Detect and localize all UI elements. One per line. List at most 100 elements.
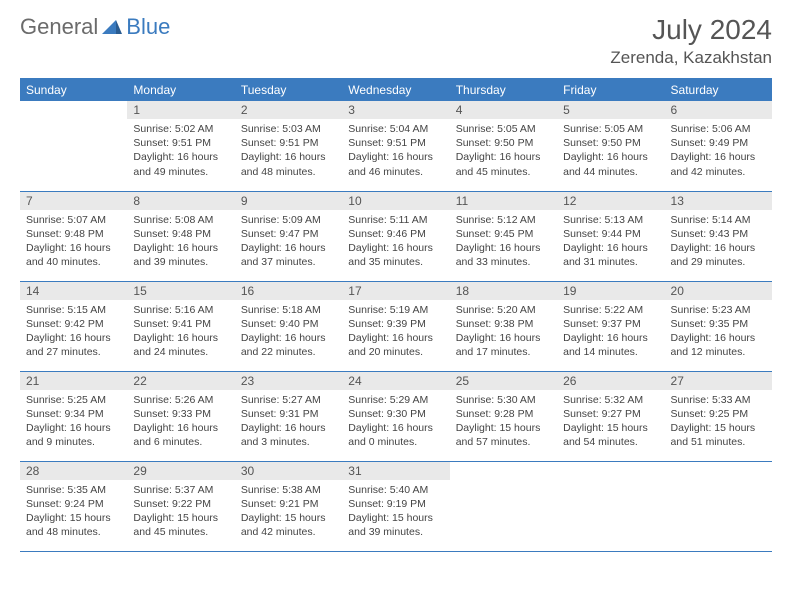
daylight-text-1: Daylight: 16 hours — [241, 150, 336, 164]
day-content: Sunrise: 5:05 AMSunset: 9:50 PMDaylight:… — [450, 119, 557, 184]
daylight-text-1: Daylight: 16 hours — [456, 150, 551, 164]
sunrise-text: Sunrise: 5:20 AM — [456, 303, 551, 317]
sunrise-text: Sunrise: 5:03 AM — [241, 122, 336, 136]
daylight-text-2: and 49 minutes. — [133, 165, 228, 179]
day-number: 30 — [235, 462, 342, 480]
calendar-table: SundayMondayTuesdayWednesdayThursdayFrid… — [20, 78, 772, 552]
sunset-text: Sunset: 9:49 PM — [671, 136, 766, 150]
day-content: Sunrise: 5:25 AMSunset: 9:34 PMDaylight:… — [20, 390, 127, 455]
day-content: Sunrise: 5:02 AMSunset: 9:51 PMDaylight:… — [127, 119, 234, 184]
daylight-text-2: and 3 minutes. — [241, 435, 336, 449]
day-number: 7 — [20, 192, 127, 210]
daylight-text-1: Daylight: 15 hours — [26, 511, 121, 525]
sunrise-text: Sunrise: 5:35 AM — [26, 483, 121, 497]
day-content: Sunrise: 5:11 AMSunset: 9:46 PMDaylight:… — [342, 210, 449, 275]
daylight-text-2: and 40 minutes. — [26, 255, 121, 269]
calendar-day-cell: 28Sunrise: 5:35 AMSunset: 9:24 PMDayligh… — [20, 461, 127, 551]
daylight-text-2: and 35 minutes. — [348, 255, 443, 269]
daylight-text-2: and 29 minutes. — [671, 255, 766, 269]
calendar-day-cell: 16Sunrise: 5:18 AMSunset: 9:40 PMDayligh… — [235, 281, 342, 371]
daylight-text-1: Daylight: 16 hours — [133, 150, 228, 164]
calendar-week-row: 28Sunrise: 5:35 AMSunset: 9:24 PMDayligh… — [20, 461, 772, 551]
weekday-header: Wednesday — [342, 79, 449, 102]
daylight-text-2: and 51 minutes. — [671, 435, 766, 449]
logo-text-general: General — [20, 14, 98, 40]
sunrise-text: Sunrise: 5:22 AM — [563, 303, 658, 317]
daylight-text-2: and 6 minutes. — [133, 435, 228, 449]
calendar-day-cell: 20Sunrise: 5:23 AMSunset: 9:35 PMDayligh… — [665, 281, 772, 371]
calendar-day-cell: 14Sunrise: 5:15 AMSunset: 9:42 PMDayligh… — [20, 281, 127, 371]
sunrise-text: Sunrise: 5:30 AM — [456, 393, 551, 407]
daylight-text-1: Daylight: 16 hours — [133, 421, 228, 435]
daylight-text-1: Daylight: 16 hours — [348, 331, 443, 345]
day-number: 20 — [665, 282, 772, 300]
month-title: July 2024 — [610, 14, 772, 46]
sunrise-text: Sunrise: 5:13 AM — [563, 213, 658, 227]
sunset-text: Sunset: 9:51 PM — [348, 136, 443, 150]
calendar-day-cell: 4Sunrise: 5:05 AMSunset: 9:50 PMDaylight… — [450, 101, 557, 191]
daylight-text-1: Daylight: 15 hours — [671, 421, 766, 435]
day-content: Sunrise: 5:07 AMSunset: 9:48 PMDaylight:… — [20, 210, 127, 275]
calendar-day-cell: 22Sunrise: 5:26 AMSunset: 9:33 PMDayligh… — [127, 371, 234, 461]
sunrise-text: Sunrise: 5:07 AM — [26, 213, 121, 227]
calendar-day-cell: 9Sunrise: 5:09 AMSunset: 9:47 PMDaylight… — [235, 191, 342, 281]
daylight-text-2: and 9 minutes. — [26, 435, 121, 449]
day-number: 8 — [127, 192, 234, 210]
daylight-text-1: Daylight: 16 hours — [241, 421, 336, 435]
day-content: Sunrise: 5:38 AMSunset: 9:21 PMDaylight:… — [235, 480, 342, 545]
day-number: 11 — [450, 192, 557, 210]
day-number: 21 — [20, 372, 127, 390]
day-content: Sunrise: 5:30 AMSunset: 9:28 PMDaylight:… — [450, 390, 557, 455]
daylight-text-2: and 42 minutes. — [241, 525, 336, 539]
calendar-day-cell — [665, 461, 772, 551]
sunrise-text: Sunrise: 5:08 AM — [133, 213, 228, 227]
daylight-text-1: Daylight: 15 hours — [133, 511, 228, 525]
sunrise-text: Sunrise: 5:18 AM — [241, 303, 336, 317]
daylight-text-1: Daylight: 16 hours — [563, 241, 658, 255]
day-number: 29 — [127, 462, 234, 480]
day-content: Sunrise: 5:15 AMSunset: 9:42 PMDaylight:… — [20, 300, 127, 365]
day-number: 17 — [342, 282, 449, 300]
daylight-text-1: Daylight: 16 hours — [133, 241, 228, 255]
calendar-day-cell: 10Sunrise: 5:11 AMSunset: 9:46 PMDayligh… — [342, 191, 449, 281]
day-number: 3 — [342, 101, 449, 119]
calendar-day-cell: 5Sunrise: 5:05 AMSunset: 9:50 PMDaylight… — [557, 101, 664, 191]
daylight-text-2: and 42 minutes. — [671, 165, 766, 179]
sunrise-text: Sunrise: 5:02 AM — [133, 122, 228, 136]
sunrise-text: Sunrise: 5:16 AM — [133, 303, 228, 317]
day-content: Sunrise: 5:32 AMSunset: 9:27 PMDaylight:… — [557, 390, 664, 455]
day-content: Sunrise: 5:29 AMSunset: 9:30 PMDaylight:… — [342, 390, 449, 455]
day-number: 6 — [665, 101, 772, 119]
sunset-text: Sunset: 9:37 PM — [563, 317, 658, 331]
calendar-day-cell: 1Sunrise: 5:02 AMSunset: 9:51 PMDaylight… — [127, 101, 234, 191]
daylight-text-2: and 22 minutes. — [241, 345, 336, 359]
daylight-text-1: Daylight: 16 hours — [26, 241, 121, 255]
daylight-text-2: and 48 minutes. — [26, 525, 121, 539]
daylight-text-2: and 27 minutes. — [26, 345, 121, 359]
sunrise-text: Sunrise: 5:27 AM — [241, 393, 336, 407]
day-number: 18 — [450, 282, 557, 300]
daylight-text-2: and 14 minutes. — [563, 345, 658, 359]
day-content: Sunrise: 5:23 AMSunset: 9:35 PMDaylight:… — [665, 300, 772, 365]
day-number: 24 — [342, 372, 449, 390]
sunset-text: Sunset: 9:43 PM — [671, 227, 766, 241]
sunset-text: Sunset: 9:28 PM — [456, 407, 551, 421]
sunrise-text: Sunrise: 5:32 AM — [563, 393, 658, 407]
sunset-text: Sunset: 9:44 PM — [563, 227, 658, 241]
sunrise-text: Sunrise: 5:12 AM — [456, 213, 551, 227]
weekday-header-row: SundayMondayTuesdayWednesdayThursdayFrid… — [20, 79, 772, 102]
sunset-text: Sunset: 9:31 PM — [241, 407, 336, 421]
day-content: Sunrise: 5:18 AMSunset: 9:40 PMDaylight:… — [235, 300, 342, 365]
calendar-week-row: 14Sunrise: 5:15 AMSunset: 9:42 PMDayligh… — [20, 281, 772, 371]
sunset-text: Sunset: 9:50 PM — [456, 136, 551, 150]
sunset-text: Sunset: 9:39 PM — [348, 317, 443, 331]
sunrise-text: Sunrise: 5:05 AM — [563, 122, 658, 136]
sunset-text: Sunset: 9:22 PM — [133, 497, 228, 511]
day-content: Sunrise: 5:19 AMSunset: 9:39 PMDaylight:… — [342, 300, 449, 365]
logo-text-blue: Blue — [126, 14, 170, 40]
day-number: 9 — [235, 192, 342, 210]
day-content: Sunrise: 5:12 AMSunset: 9:45 PMDaylight:… — [450, 210, 557, 275]
calendar-day-cell: 8Sunrise: 5:08 AMSunset: 9:48 PMDaylight… — [127, 191, 234, 281]
daylight-text-1: Daylight: 15 hours — [241, 511, 336, 525]
sunset-text: Sunset: 9:34 PM — [26, 407, 121, 421]
